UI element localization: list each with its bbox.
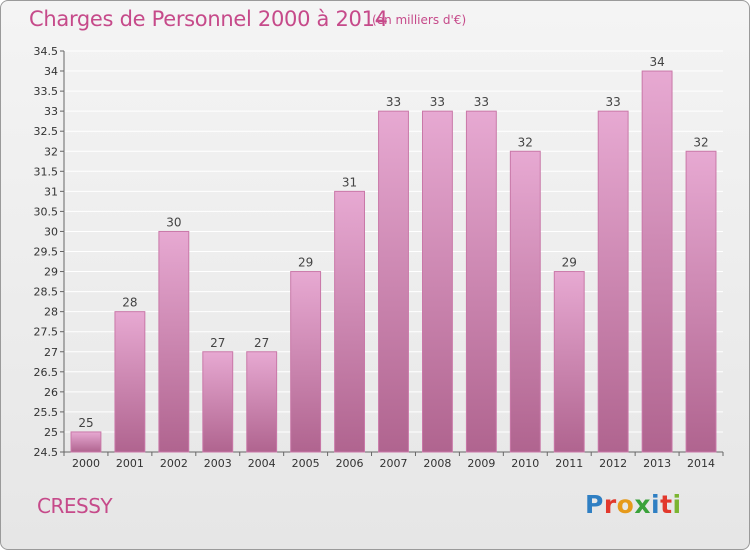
data-label: 28 — [122, 296, 137, 310]
x-tick-label: 2000 — [72, 457, 100, 470]
y-tick-label: 30 — [44, 225, 58, 238]
x-tick-label: 2013 — [643, 457, 671, 470]
data-label: 29 — [562, 256, 577, 270]
bar — [553, 271, 585, 453]
y-tick-label: 26 — [44, 386, 58, 399]
bar — [509, 150, 541, 453]
y-tick-label: 28.5 — [34, 286, 59, 299]
data-label: 34 — [649, 55, 664, 69]
bar — [70, 431, 102, 453]
bar — [641, 70, 673, 453]
bars — [70, 70, 717, 453]
logo-letter: i — [651, 490, 661, 519]
x-tick-label: 2010 — [511, 457, 539, 470]
x-tick-label: 2002 — [160, 457, 188, 470]
y-tick-label: 25 — [44, 426, 58, 439]
y-tick-label: 34.5 — [34, 45, 59, 58]
y-tick-label: 27 — [44, 346, 58, 359]
y-tick-label: 26.5 — [34, 366, 59, 379]
logo-letter: P — [585, 490, 604, 519]
bar — [246, 351, 278, 453]
bar — [290, 271, 322, 453]
y-tick-label: 33.5 — [34, 85, 59, 98]
y-tick-label: 29.5 — [34, 246, 59, 259]
data-label: 31 — [342, 175, 357, 189]
y-tick-label: 28 — [44, 306, 58, 319]
bar — [685, 150, 717, 453]
x-tick-label: 2001 — [116, 457, 144, 470]
y-tick-label: 31.5 — [34, 165, 59, 178]
bar — [465, 110, 497, 453]
y-tick-label: 29 — [44, 266, 58, 279]
logo-letter: t — [660, 490, 673, 519]
y-tick-label: 30.5 — [34, 205, 59, 218]
place-name: CRESSY — [37, 494, 113, 518]
bar — [114, 311, 146, 453]
x-tick-label: 2007 — [380, 457, 408, 470]
proxiti-logo[interactable]: Proxiti — [585, 490, 682, 519]
x-tick-label: 2014 — [687, 457, 715, 470]
bar — [334, 190, 366, 453]
y-tick-label: 25.5 — [34, 406, 59, 419]
y-tick-label: 32 — [44, 145, 58, 158]
y-tick-label: 34 — [44, 65, 58, 78]
x-tick-label: 2006 — [336, 457, 364, 470]
data-label: 25 — [78, 416, 93, 430]
bar — [421, 110, 453, 453]
logo-letter: x — [634, 490, 651, 519]
logo-letter: r — [603, 490, 617, 519]
x-tick-label: 2012 — [599, 457, 627, 470]
y-tick-label: 33 — [44, 105, 58, 118]
data-label: 30 — [166, 215, 181, 229]
data-label: 32 — [693, 135, 708, 149]
data-label: 29 — [298, 256, 313, 270]
data-labels: 25 28 30 27 27 29 31 33 33 33 32 29 33 34 32 — [78, 55, 708, 430]
y-tick-label: 32.5 — [34, 125, 59, 138]
data-label: 33 — [474, 95, 489, 109]
logo-letter: i — [672, 490, 682, 519]
x-tick-label: 2003 — [204, 457, 232, 470]
bar — [158, 230, 190, 453]
chart-subtitle: (en milliers d'€) — [372, 13, 467, 27]
bar — [378, 110, 409, 453]
data-label: 27 — [210, 336, 225, 350]
y-tick-label: 31 — [44, 185, 58, 198]
data-label: 33 — [606, 95, 621, 109]
x-tick-label: 2005 — [292, 457, 320, 470]
bar — [202, 351, 234, 453]
x-tick-label: 2008 — [423, 457, 451, 470]
x-tick-label: 2011 — [555, 457, 583, 470]
data-label: 33 — [386, 95, 401, 109]
data-label: 33 — [430, 95, 445, 109]
x-tick-label: 2009 — [467, 457, 495, 470]
bar — [597, 110, 629, 453]
logo-letter: o — [616, 490, 635, 519]
x-tick-label: 2004 — [248, 457, 276, 470]
chart-title: Charges de Personnel 2000 à 2014 — [29, 7, 388, 31]
y-tick-label: 27.5 — [34, 326, 59, 339]
y-tick-label: 24.5 — [34, 446, 59, 459]
data-label: 32 — [518, 135, 533, 149]
data-label: 27 — [254, 336, 269, 350]
